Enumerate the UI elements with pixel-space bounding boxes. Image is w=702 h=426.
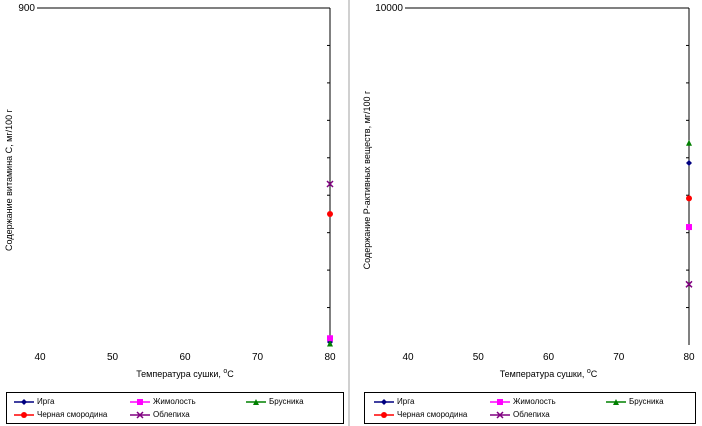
x-tick-label: 40	[402, 352, 414, 363]
series-4	[686, 195, 692, 202]
legend-marker	[253, 399, 259, 405]
legend-label: Ирга	[397, 397, 415, 406]
chart-svg-p-active: 10000 40 50 60 70 80 Содержание Р-активных вещ…	[362, 3, 695, 379]
data-point	[327, 340, 333, 347]
y-tick-label: 10000	[375, 3, 403, 14]
legend-p-active: Ирга Жимолость Брусника Черная смородина Обл…	[364, 392, 696, 424]
panel-divider	[348, 0, 350, 426]
legend-label: Облепиха	[513, 410, 550, 419]
y-axis-label: Содержание витамина С, мг/100 г	[4, 108, 14, 251]
legend-swatch	[130, 399, 150, 405]
data-point	[686, 224, 692, 231]
data-point	[686, 195, 692, 202]
series-1	[686, 160, 692, 167]
data-point	[685, 280, 693, 288]
legend-swatch	[374, 412, 394, 418]
chart-panel-vitamin-c: 900 40 50 60 70 80 Содержание витамина С, мг/1…	[0, 0, 350, 426]
legend-label: Жимолость	[513, 397, 556, 406]
y-axis-label: Содержание Р-активных веществ, мг/100 г	[362, 90, 372, 269]
data-point	[327, 210, 333, 217]
legend-marker	[613, 399, 619, 405]
series-4	[327, 210, 333, 217]
x-tick-label: 80	[683, 352, 695, 363]
legend-label: Черная смородина	[37, 410, 108, 419]
series-2	[686, 224, 692, 231]
data-point	[326, 180, 334, 188]
legend-label: Облепиха	[153, 410, 190, 419]
x-tick-label: 60	[543, 352, 555, 363]
legend-swatch	[490, 411, 510, 419]
legend-vitamin-c: Ирга Жимолость Брусника Черная смородина Обл…	[6, 392, 344, 424]
series-5	[326, 180, 334, 188]
legend-marker	[496, 411, 504, 419]
legend-swatch	[374, 399, 394, 405]
data-point	[686, 139, 692, 146]
legend-marker	[381, 399, 387, 405]
x-tick-label: 60	[179, 352, 191, 363]
series-2	[327, 335, 333, 342]
legend-label: Брусника	[269, 397, 304, 406]
legend-marker	[136, 411, 144, 419]
legend-swatch	[14, 412, 34, 418]
legend-swatch	[490, 399, 510, 405]
legend-label: Жимолость	[153, 397, 196, 406]
legend-label: Ирга	[37, 397, 55, 406]
x-tick-label: 80	[324, 352, 336, 363]
data-point	[686, 160, 692, 167]
chart-panel-p-active: 10000 40 50 60 70 80 Содержание Р-активных вещ…	[352, 0, 702, 426]
legend-label: Черная смородина	[397, 410, 468, 419]
x-tick-label: 70	[613, 352, 625, 363]
legend-marker	[137, 399, 143, 405]
x-axis-label: Температура сушки, оС	[500, 368, 598, 379]
legend-label: Брусника	[629, 397, 664, 406]
legend-swatch	[14, 399, 34, 405]
y-tick-label: 900	[18, 3, 35, 14]
legend-marker	[381, 412, 387, 418]
series-3	[327, 340, 333, 347]
legend-swatch	[246, 399, 266, 405]
legend-marker	[21, 412, 27, 418]
legend-marker	[497, 399, 503, 405]
series-5	[685, 280, 693, 288]
x-tick-label: 50	[107, 352, 119, 363]
x-tick-label: 50	[473, 352, 485, 363]
x-axis-label: Температура сушки, оС	[136, 368, 234, 379]
legend-swatch	[606, 399, 626, 405]
legend-marker	[21, 399, 27, 405]
chart-svg-vitamin-c: 900 40 50 60 70 80 Содержание витамина С, мг/1…	[4, 3, 336, 379]
series-3	[686, 139, 692, 146]
x-tick-label: 40	[34, 352, 46, 363]
x-tick-label: 70	[252, 352, 264, 363]
legend-swatch	[130, 411, 150, 419]
data-point	[327, 335, 333, 342]
